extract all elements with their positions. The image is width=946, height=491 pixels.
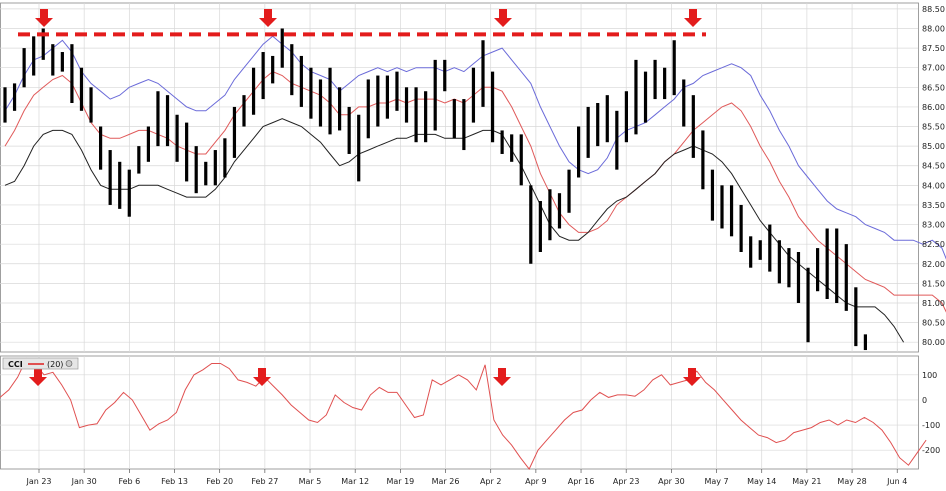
price-down-arrow <box>684 9 702 27</box>
x-tick-label: Feb 27 <box>251 477 278 486</box>
price-tick-label: 84.00 <box>922 181 945 190</box>
price-tick-label: 85.00 <box>922 142 945 151</box>
cci-tick-label: -200 <box>922 446 940 455</box>
price-tick-label: 88.50 <box>922 5 945 14</box>
middle-band-line <box>4 71 946 313</box>
x-tick-label: Mar 5 <box>299 477 322 486</box>
price-tick-label: 82.50 <box>922 240 945 249</box>
price-tick-label: 84.50 <box>922 162 945 171</box>
price-tick-label: 83.50 <box>922 201 945 210</box>
cci-tick-label: 0 <box>922 396 927 405</box>
price-tick-label: 82.00 <box>922 260 945 269</box>
lower-band-line <box>4 118 905 343</box>
x-tick-label: Mar 12 <box>341 477 369 486</box>
price-tick-label: 81.00 <box>922 299 945 308</box>
x-tick-label: Mar 26 <box>432 477 460 486</box>
price-tick-label: 81.50 <box>922 279 945 288</box>
cci-title-box: CCI (20) <box>2 357 79 370</box>
price-tick-label: 88.00 <box>922 24 945 33</box>
settings-icon[interactable] <box>65 360 73 367</box>
price-down-arrow <box>259 9 277 27</box>
price-tick-label: 80.50 <box>922 319 945 328</box>
price-tick-label: 86.50 <box>922 83 945 92</box>
x-tick-label: Apr 16 <box>568 477 595 486</box>
price-tick-label: 83.00 <box>922 221 945 230</box>
x-tick-label: Apr 9 <box>525 477 546 486</box>
band-lines <box>4 35 946 343</box>
cci-down-arrow <box>493 368 511 386</box>
cci-down-arrow <box>683 368 701 386</box>
signal-markers <box>29 9 702 386</box>
cci-panel <box>0 357 927 470</box>
x-tick-label: Feb 20 <box>206 477 233 486</box>
x-tick-label: May 14 <box>747 477 776 486</box>
x-tick-label: Apr 30 <box>658 477 685 486</box>
x-tick-label: May 28 <box>837 477 866 486</box>
price-bars <box>3 28 868 351</box>
x-tick-label: Feb 6 <box>118 477 140 486</box>
cci-tick-label: -100 <box>922 421 940 430</box>
cci-panel-frame <box>0 355 919 470</box>
x-tick-label: May 21 <box>792 477 821 486</box>
price-panel-frame <box>0 2 919 353</box>
cci-period: (20) <box>47 360 63 369</box>
cci-line <box>0 357 927 470</box>
x-tick-label: Mar 19 <box>386 477 414 486</box>
cci-tick-label: 100 <box>922 371 937 380</box>
price-tick-label: 86.00 <box>922 103 945 112</box>
cci-down-arrow <box>29 368 47 386</box>
x-tick-label: Apr 23 <box>613 477 640 486</box>
x-tick-label: Feb 13 <box>161 477 188 486</box>
upper-band-line <box>4 35 946 260</box>
cci-title: CCI <box>8 360 23 369</box>
x-tick-label: Jan 30 <box>71 477 97 486</box>
price-down-arrow <box>35 9 53 27</box>
cci-down-arrow <box>253 368 271 386</box>
price-tick-label: 87.00 <box>922 64 945 73</box>
axis-labels: 88.50 88.00 87.50 87.00 86.50 86.00 85.50 85.00… <box>25 5 944 486</box>
x-tick-label: Jun 4 <box>886 477 907 486</box>
price-down-arrow <box>494 9 512 27</box>
x-tick-label: Apr 2 <box>480 477 501 486</box>
x-tick-label: Jan 23 <box>25 477 51 486</box>
price-tick-label: 87.50 <box>922 44 945 53</box>
price-tick-label: 85.50 <box>922 123 945 132</box>
price-tick-label: 80.00 <box>922 338 945 347</box>
grid <box>0 2 919 473</box>
x-tick-label: May 7 <box>704 477 728 486</box>
